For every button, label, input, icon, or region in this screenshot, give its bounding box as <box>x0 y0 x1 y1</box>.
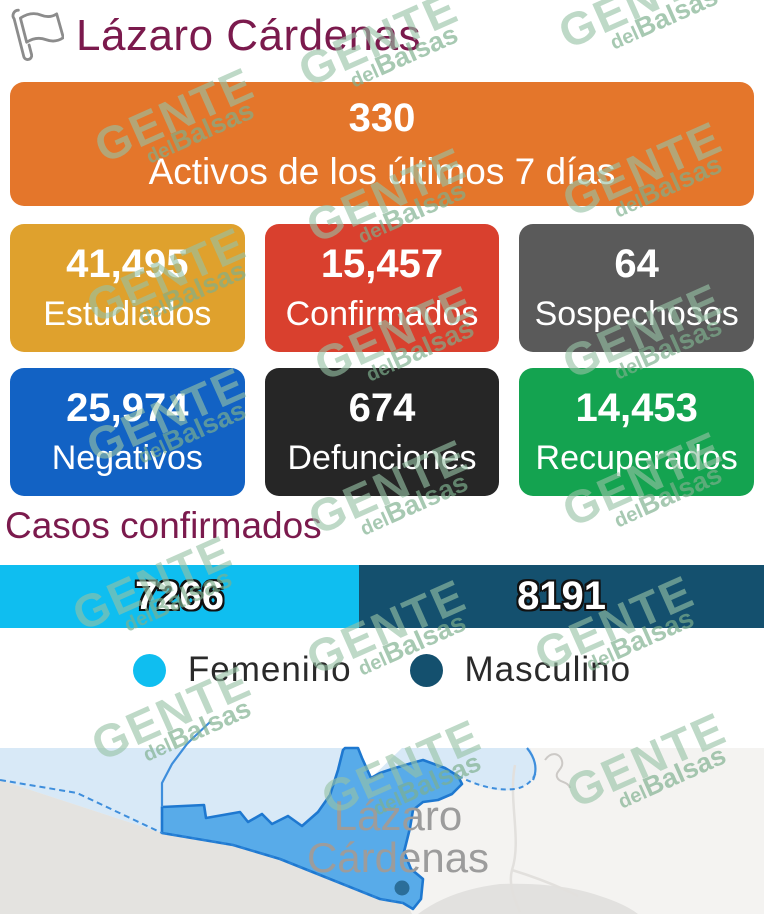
stat-value-confirmados: 15,457 <box>320 242 444 286</box>
legend-dot-masculino <box>409 653 443 687</box>
legend-label-masculino: Masculino <box>464 650 632 689</box>
stat-value-recuperados: 14,453 <box>575 386 698 430</box>
watermark-line2-small: del <box>607 22 643 55</box>
map-boundary-bottom <box>161 832 404 904</box>
stat-card-sospechosos: 64 Sospechosos <box>519 224 754 352</box>
stat-label-negativos: Negativos <box>51 439 203 477</box>
active-cases-banner: 330 Activos de los últimos 7 días <box>10 82 754 206</box>
active-cases-value: 330 <box>348 95 416 140</box>
bar-value-femenino: 7266 <box>135 574 225 618</box>
bar-segment-masculino: 8191 <box>359 565 764 628</box>
stat-label-defunciones: Defunciones <box>287 439 477 477</box>
watermark-line1: GENTE <box>550 0 726 59</box>
gender-legend: Femenino Masculino <box>0 650 764 690</box>
map-label-line1: Lázaro <box>334 792 462 839</box>
map-road-2 <box>511 868 579 898</box>
stat-card-negativos: 25,974 Negativos <box>10 368 245 496</box>
stat-card-recuperados: 14,453 Recuperados <box>519 368 754 496</box>
stat-value-sospechosos: 64 <box>614 242 659 286</box>
stat-card-confirmados: 15,457 Confirmados <box>264 224 500 352</box>
location-dot <box>394 880 410 896</box>
page-title: Lázaro Cárdenas <box>76 11 422 60</box>
stat-cards-grid: 41,495 Estudiados 15,457 Confirmados 64 Sospe… <box>10 224 754 496</box>
watermark-line2-small: del <box>357 508 393 541</box>
municipality-polygon <box>160 746 464 911</box>
watermark: GENTE delBalsas <box>550 0 732 72</box>
section-title-confirmed: Casos confirmados <box>5 505 322 546</box>
gender-stacked-bar: 7266 8191 <box>0 565 764 628</box>
flag-icon <box>11 8 64 61</box>
legend-label-femenino: Femenino <box>187 650 352 689</box>
map-land-region <box>0 780 412 914</box>
watermark-line2: delBalsas <box>605 0 732 54</box>
stat-value-negativos: 25,974 <box>66 386 189 430</box>
stat-label-estudiados: Estudiados <box>43 295 212 333</box>
map-boundary-left <box>0 779 163 834</box>
active-cases-label: Activos de los últimos 7 días <box>148 150 616 192</box>
map-boundary-right <box>457 771 537 791</box>
stat-label-confirmados: Confirmados <box>285 295 479 333</box>
stat-card-defunciones: 674 Defunciones <box>264 368 500 496</box>
stat-label-recuperados: Recuperados <box>535 439 738 477</box>
legend-item-femenino: Femenino <box>132 650 352 690</box>
map-label-line2: Cárdenas <box>307 834 489 881</box>
map-bay <box>418 883 638 914</box>
legend-dot-femenino <box>132 653 166 687</box>
watermark-line2-small: del <box>611 500 647 533</box>
stat-value-estudiados: 41,495 <box>66 242 189 286</box>
stat-label-sospechosos: Sospechosos <box>534 295 739 333</box>
municipality-map: Lázaro Cárdenas <box>0 721 764 914</box>
map-boundary-vertical <box>160 721 211 807</box>
bar-value-masculino: 8191 <box>517 574 607 618</box>
legend-item-masculino: Masculino <box>409 650 632 690</box>
bar-segment-femenino: 7266 <box>0 565 360 628</box>
stat-card-estudiados: 41,495 Estudiados <box>10 224 245 352</box>
map-road <box>509 764 522 913</box>
stat-value-defunciones: 674 <box>348 386 416 430</box>
map-road-squiggle <box>544 753 571 789</box>
map-boundary-curve <box>526 747 537 781</box>
map-pale-region <box>0 748 536 833</box>
header: Lázaro Cárdenas <box>6 6 421 66</box>
watermark-line2-large: Balsas <box>630 0 723 44</box>
